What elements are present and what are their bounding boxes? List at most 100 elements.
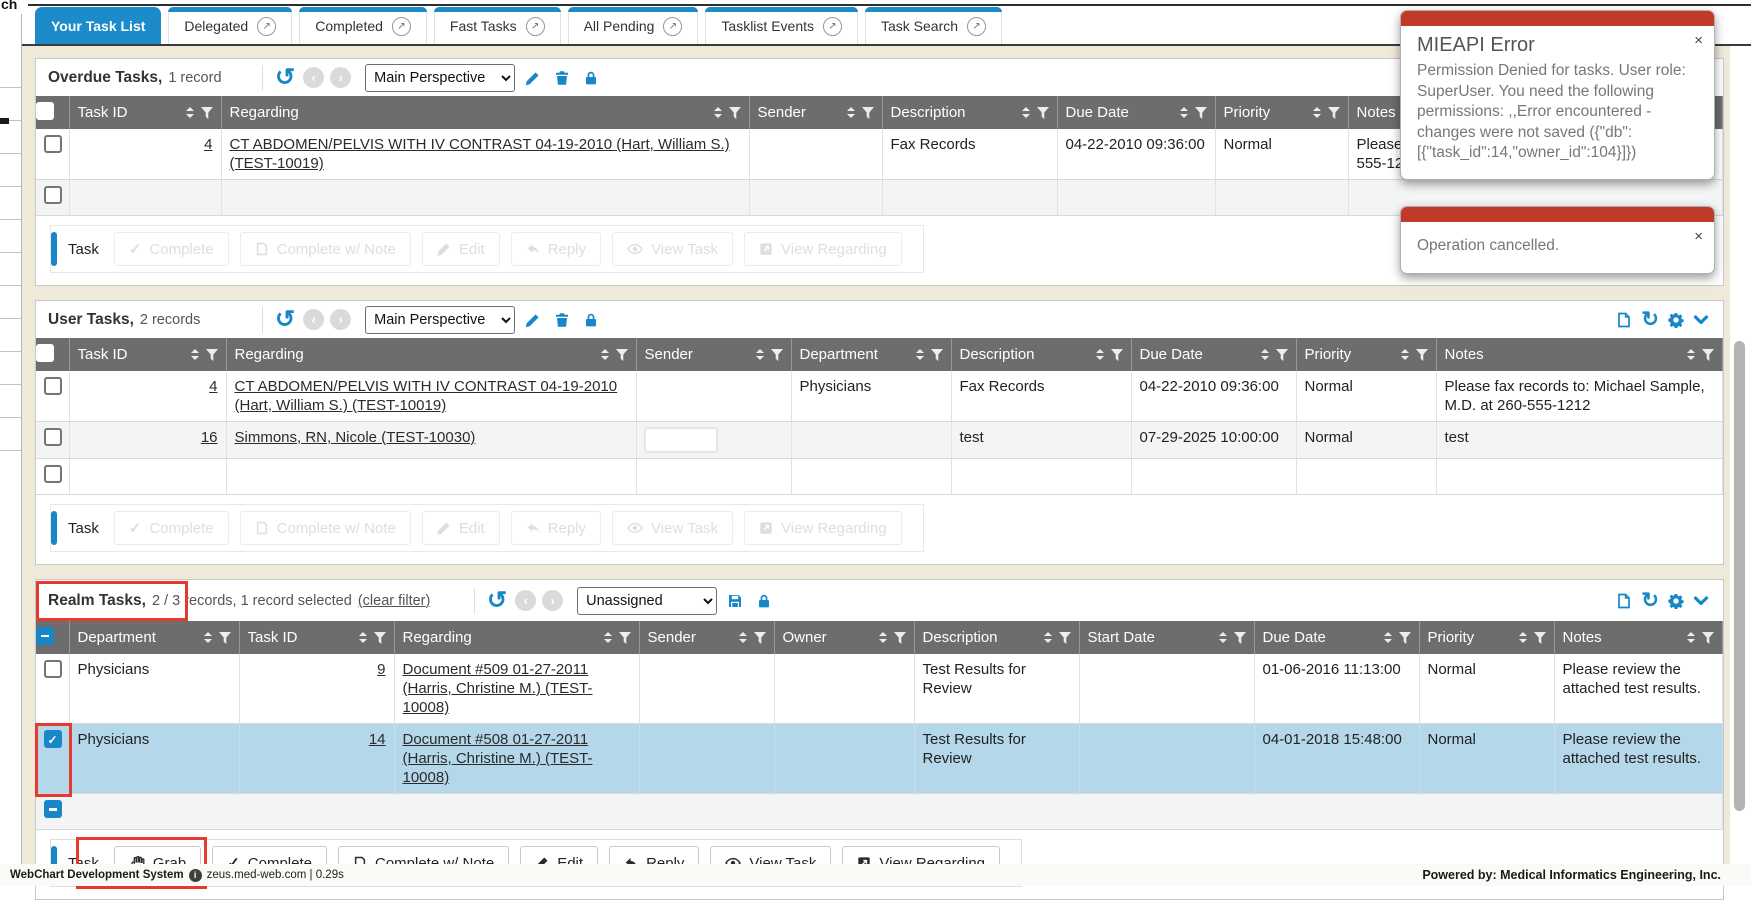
col-regarding[interactable]: Regarding <box>402 629 472 646</box>
sort-icon[interactable] <box>1400 349 1409 360</box>
col-notes[interactable]: Notes <box>1356 104 1396 121</box>
refresh-icon[interactable]: ↺ <box>275 63 296 91</box>
reply-button[interactable]: Reply <box>510 232 602 266</box>
table-row-selected[interactable]: Physicians 14 Document #508 01-27-2011 (… <box>35 723 1723 797</box>
filter-icon[interactable] <box>931 349 943 361</box>
collapse-chevron-icon[interactable] <box>1693 593 1709 609</box>
row-checkbox[interactable] <box>44 186 62 204</box>
external-link-icon[interactable]: ↗ <box>391 16 411 36</box>
scrollbar-thumb[interactable] <box>1734 341 1745 811</box>
table-row[interactable]: 4 CT ABDOMEN/PELVIS WITH IV CONTRAST 04-… <box>36 371 1723 422</box>
delete-perspective-icon[interactable] <box>554 312 570 328</box>
sort-icon[interactable] <box>185 107 194 118</box>
col-task-id[interactable]: Task ID <box>247 629 298 646</box>
gear-icon[interactable] <box>1668 312 1684 328</box>
refresh-icon[interactable]: ↺ <box>275 305 296 333</box>
tab-all-pending[interactable]: All Pending ↗ <box>567 7 699 44</box>
col-due-date[interactable]: Due Date <box>1139 346 1203 363</box>
perspective-select[interactable]: Main Perspective <box>365 305 516 334</box>
filter-icon[interactable] <box>1416 349 1428 361</box>
col-priority[interactable]: Priority <box>1427 629 1475 646</box>
select-all-checkbox[interactable] <box>36 343 54 362</box>
close-icon[interactable]: × <box>1694 32 1703 49</box>
edit-button[interactable]: Edit <box>421 232 500 266</box>
external-link-icon[interactable]: ↗ <box>525 16 545 36</box>
sender-inline-input[interactable] <box>644 428 717 452</box>
clear-filter-link[interactable]: (clear filter) <box>357 592 431 609</box>
task-id-link[interactable]: 9 <box>377 661 386 678</box>
filter-icon[interactable] <box>619 632 631 644</box>
filter-icon[interactable] <box>1328 107 1340 119</box>
sort-icon[interactable] <box>1383 632 1392 643</box>
col-department[interactable]: Department <box>799 346 878 363</box>
regarding-link[interactable]: Document #508 01-27-2011 (Harris, Christ… <box>402 731 593 786</box>
sort-icon[interactable] <box>738 632 747 643</box>
complete-button[interactable]: ✓ Complete <box>113 511 229 545</box>
delete-perspective-icon[interactable] <box>554 70 570 86</box>
regarding-link[interactable]: CT ABDOMEN/PELVIS WITH IV CONTRAST 04-19… <box>229 136 730 172</box>
filter-icon[interactable] <box>206 349 218 361</box>
table-row[interactable]: Physicians 9 Document #509 01-27-2011 (H… <box>36 654 1723 724</box>
col-due-date[interactable]: Due Date <box>1262 629 1326 646</box>
col-task-id[interactable]: Task ID <box>77 104 128 121</box>
col-sender[interactable]: Sender <box>644 346 693 363</box>
task-id-link[interactable]: 4 <box>209 378 218 395</box>
new-document-icon[interactable] <box>1616 312 1632 328</box>
filter-icon[interactable] <box>616 349 628 361</box>
filter-icon[interactable] <box>1059 632 1071 644</box>
complete-button[interactable]: ✓ Complete <box>113 232 229 266</box>
sort-icon[interactable] <box>1518 632 1527 643</box>
select-all-checkbox-indeterminate[interactable] <box>44 800 62 818</box>
external-link-icon[interactable]: ↗ <box>257 16 277 36</box>
edit-perspective-icon[interactable] <box>525 312 541 328</box>
next-page-icon[interactable]: › <box>330 67 352 88</box>
sort-icon[interactable] <box>1218 632 1227 643</box>
filter-icon[interactable] <box>1399 632 1411 644</box>
reload-icon[interactable]: ↻ <box>1641 589 1659 612</box>
filter-icon[interactable] <box>729 107 741 119</box>
external-link-icon[interactable]: ↗ <box>663 16 683 36</box>
complete-with-note-button[interactable]: Complete w/ Note <box>239 511 411 545</box>
col-regarding[interactable]: Regarding <box>234 346 304 363</box>
col-priority[interactable]: Priority <box>1223 104 1271 121</box>
prev-page-icon[interactable]: ‹ <box>303 67 325 88</box>
col-due-date[interactable]: Due Date <box>1065 104 1129 121</box>
filter-icon[interactable] <box>894 632 906 644</box>
col-task-id[interactable]: Task ID <box>77 346 128 363</box>
regarding-link[interactable]: Simmons, RN, Nicole (TEST-10030) <box>234 429 476 446</box>
sort-icon[interactable] <box>358 632 367 643</box>
row-checkbox[interactable] <box>44 465 62 483</box>
sort-icon[interactable] <box>915 349 924 360</box>
view-regarding-button[interactable]: View Regarding <box>744 232 902 266</box>
sort-icon[interactable] <box>1095 349 1104 360</box>
col-priority[interactable]: Priority <box>1304 346 1352 363</box>
reload-icon[interactable]: ↻ <box>1641 308 1659 331</box>
next-page-icon[interactable]: › <box>330 309 352 330</box>
tab-fast-tasks[interactable]: Fast Tasks ↗ <box>433 7 561 44</box>
col-notes[interactable]: Notes <box>1562 629 1602 646</box>
table-row[interactable]: 16 Simmons, RN, Nicole (TEST-10030) test… <box>36 421 1723 459</box>
filter-icon[interactable] <box>754 632 766 644</box>
tab-task-search[interactable]: Task Search ↗ <box>865 7 1003 44</box>
col-start-date[interactable]: Start Date <box>1087 629 1156 646</box>
row-checkbox-checked[interactable] <box>44 730 62 750</box>
row-checkbox[interactable] <box>44 135 62 153</box>
sort-icon[interactable] <box>846 107 855 118</box>
sort-icon[interactable] <box>603 632 612 643</box>
row-checkbox[interactable] <box>44 377 62 395</box>
sort-icon[interactable] <box>1687 632 1695 643</box>
sort-icon[interactable] <box>1312 107 1321 118</box>
sort-icon[interactable] <box>190 349 199 360</box>
task-id-link[interactable]: 16 <box>200 429 218 446</box>
collapse-chevron-icon[interactable] <box>1693 312 1709 328</box>
filter-icon[interactable] <box>1234 632 1246 644</box>
edit-button[interactable]: Edit <box>421 511 500 545</box>
filter-icon[interactable] <box>1534 632 1546 644</box>
row-checkbox[interactable] <box>44 428 62 446</box>
filter-icon[interactable] <box>771 349 783 361</box>
tab-delegated[interactable]: Delegated ↗ <box>168 7 293 44</box>
filter-icon[interactable] <box>1276 349 1288 361</box>
prev-page-icon[interactable]: ‹ <box>303 309 325 330</box>
col-sender[interactable]: Sender <box>757 104 806 121</box>
prev-page-icon[interactable]: ‹ <box>515 590 537 611</box>
